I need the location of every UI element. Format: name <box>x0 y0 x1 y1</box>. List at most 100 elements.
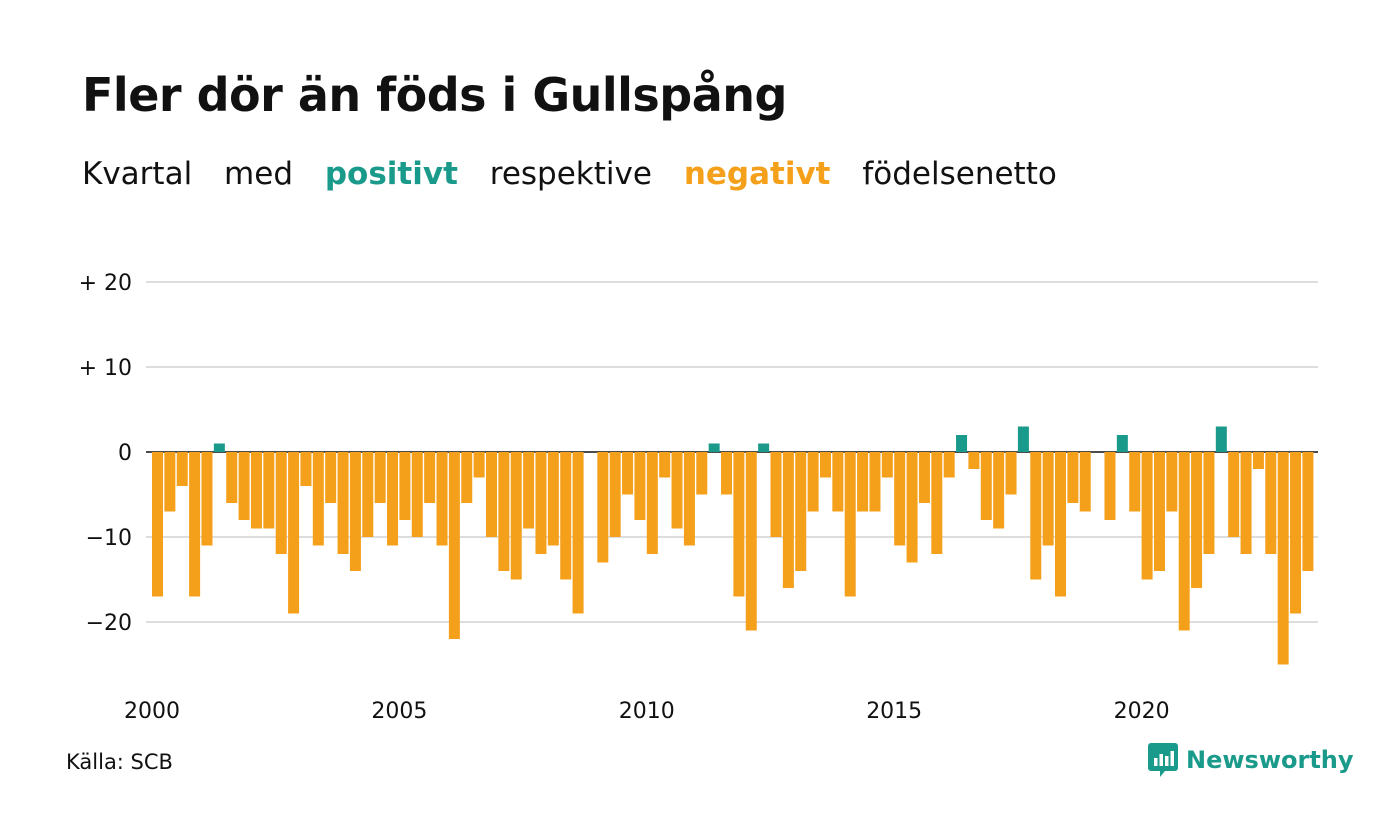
bar-negative <box>683 452 695 546</box>
bar-negative <box>461 452 473 503</box>
bar-negative <box>535 452 547 554</box>
bars <box>152 426 1314 665</box>
source-note: Källa: SCB <box>66 750 173 774</box>
bar-negative <box>622 452 634 495</box>
y-tick-label: −20 <box>86 611 132 636</box>
bar-negative <box>968 452 980 469</box>
bar-negative <box>782 452 794 588</box>
bar-negative <box>881 452 893 478</box>
bar-negative <box>164 452 176 512</box>
bar-negative <box>387 452 399 546</box>
bar-negative <box>1005 452 1017 495</box>
bar-negative <box>733 452 745 597</box>
bar-negative <box>1153 452 1165 571</box>
bar-negative <box>807 452 819 512</box>
bar-negative <box>176 452 188 486</box>
bar-negative <box>1141 452 1153 580</box>
bar-negative <box>832 452 844 512</box>
bar-negative <box>745 452 757 631</box>
bar-negative <box>1055 452 1067 597</box>
bar-negative <box>894 452 906 546</box>
y-tick-label: −10 <box>86 526 132 551</box>
x-axis-labels: 2000 2005 2010 2015 2020 <box>124 699 1170 724</box>
bar-negative <box>1277 452 1289 665</box>
bar-positive <box>1017 426 1029 452</box>
bar-negative <box>1042 452 1054 546</box>
newsworthy-logo: Newsworthy <box>1148 743 1354 777</box>
bar-negative <box>362 452 374 537</box>
bar-negative <box>288 452 300 614</box>
bar-negative <box>250 452 262 529</box>
newsworthy-logo-icon <box>1148 743 1178 777</box>
chart-title: Fler dör än föds i Gullspång <box>82 68 787 122</box>
bar-negative <box>671 452 683 529</box>
bar-negative <box>399 452 411 520</box>
bar-negative <box>795 452 807 571</box>
bar-positive <box>1215 426 1227 452</box>
bar-negative <box>597 452 609 563</box>
bar-negative <box>1240 452 1252 554</box>
bar-negative <box>1030 452 1042 580</box>
bar-negative <box>374 452 386 503</box>
y-tick-label: + 20 <box>79 271 132 296</box>
bar-negative <box>1228 452 1240 537</box>
bar-negative <box>609 452 621 537</box>
bar-negative <box>498 452 510 571</box>
bar-negative <box>646 452 658 554</box>
bar-positive <box>708 443 720 452</box>
subtitle-negative: negativt <box>683 156 831 192</box>
bar-negative <box>238 452 250 520</box>
bar-negative <box>152 452 163 597</box>
bar-negative <box>819 452 831 478</box>
bar-negative <box>980 452 992 520</box>
bar-negative <box>448 452 460 639</box>
bar-negative <box>696 452 708 495</box>
bar-negative <box>1252 452 1264 469</box>
y-axis-labels: + 20 + 10 0 −10 −20 <box>79 271 132 636</box>
bar-negative <box>869 452 881 512</box>
bar-negative <box>226 452 238 503</box>
bar-negative <box>1079 452 1091 512</box>
subtitle-positive: positivt <box>324 156 458 192</box>
bar-negative <box>1129 452 1141 512</box>
bar-negative <box>411 452 423 537</box>
bar-negative <box>325 452 337 503</box>
bar-negative <box>1067 452 1079 503</box>
bar-negative <box>659 452 671 478</box>
bar-negative <box>721 452 733 495</box>
bar-negative <box>993 452 1005 529</box>
bar-negative <box>857 452 869 512</box>
subtitle-text-1: Kvartal <box>82 156 193 192</box>
bar-negative <box>844 452 856 597</box>
bar-negative <box>634 452 646 520</box>
bar-negative <box>1191 452 1203 588</box>
bar-negative <box>189 452 201 597</box>
x-tick-label: 2010 <box>619 699 675 724</box>
bar-negative <box>931 452 943 554</box>
x-tick-label: 2005 <box>371 699 427 724</box>
bar-negative <box>1265 452 1277 554</box>
bar-negative <box>906 452 918 563</box>
bar-positive <box>213 443 225 452</box>
bar-negative <box>424 452 436 503</box>
bar-negative <box>547 452 559 546</box>
bar-negative <box>770 452 782 537</box>
bar-negative <box>572 452 584 614</box>
subtitle-text-2: med <box>224 156 293 192</box>
subtitle-text-3: respektive <box>489 156 652 192</box>
bar-negative <box>436 452 448 546</box>
bar-negative <box>263 452 275 529</box>
bar-negative <box>349 452 361 571</box>
bar-negative <box>510 452 522 580</box>
bar-negative <box>312 452 324 546</box>
bar-negative <box>560 452 572 580</box>
bar-negative <box>1302 452 1314 571</box>
bar-positive <box>758 443 770 452</box>
bar-negative <box>473 452 485 478</box>
bar-negative <box>275 452 287 554</box>
bar-negative <box>201 452 213 546</box>
y-tick-label: + 10 <box>79 356 132 381</box>
bar-negative <box>1290 452 1302 614</box>
y-tick-label: 0 <box>118 441 132 466</box>
